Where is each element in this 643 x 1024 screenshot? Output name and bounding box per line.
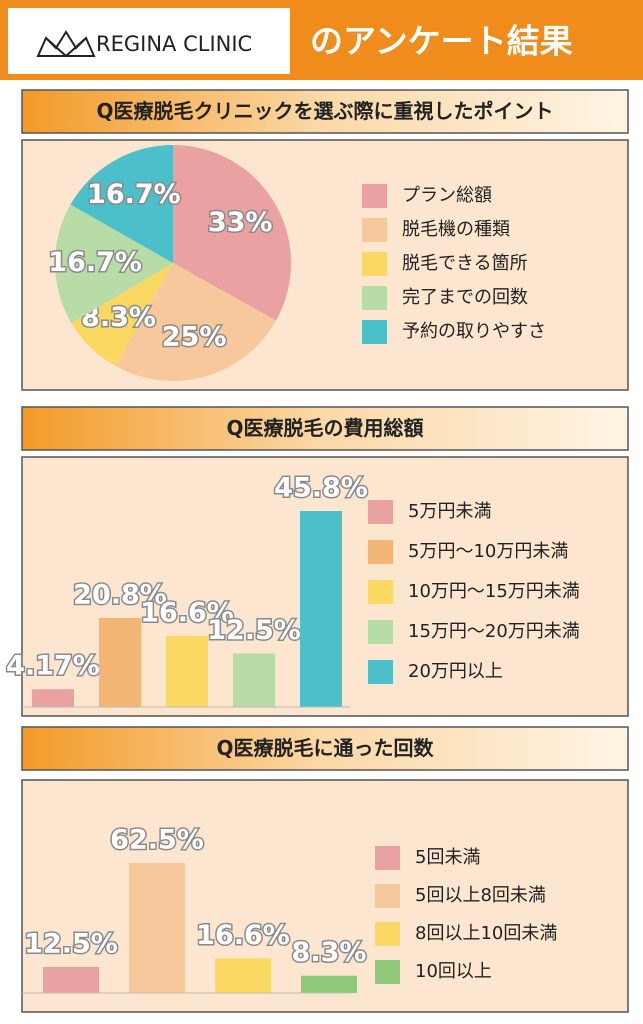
legend-swatch <box>368 540 393 564</box>
value-label: 8.3% <box>292 937 367 968</box>
legend-swatch <box>362 252 387 276</box>
value-label: 62.5% <box>110 825 204 856</box>
pie-slice <box>115 263 277 381</box>
value-label: 16.6% <box>140 597 234 628</box>
legend-swatch <box>362 184 387 208</box>
legend-swatch <box>362 286 387 310</box>
value-label: 12.5% <box>24 929 118 960</box>
pie-slice <box>70 145 173 263</box>
legend-label: 10回以上 <box>415 961 492 982</box>
legend-label: 脱毛機の種類 <box>402 219 510 240</box>
value-label: 45.8% <box>274 473 368 504</box>
panel <box>21 779 629 1013</box>
legend-swatch <box>368 620 393 644</box>
value-label: 4.17% <box>6 651 100 682</box>
legend-label: 10万円〜15万円未満 <box>408 581 580 602</box>
legend-swatch <box>375 922 400 946</box>
legend-label: 5回未満 <box>415 847 480 868</box>
value-label: 16.7% <box>87 179 181 210</box>
legend-label: 15万円〜20万円未満 <box>408 621 580 642</box>
bar <box>99 617 141 707</box>
title-bar <box>21 89 629 134</box>
legend-swatch <box>362 218 387 242</box>
panel-title: Q医療脱毛クリニックを選ぶ際に重視したポイント <box>96 99 553 123</box>
bar <box>215 958 271 993</box>
bar <box>300 511 342 707</box>
legend-swatch <box>368 580 393 604</box>
value-label: 16.7% <box>48 247 142 278</box>
panel-title: Q医療脱毛の費用総額 <box>226 416 423 440</box>
value-label: 16.6% <box>196 920 290 951</box>
bar <box>32 689 74 707</box>
legend-label: プラン総額 <box>402 185 492 206</box>
value-label: 20.8% <box>73 579 167 610</box>
bar <box>43 967 99 993</box>
legend-swatch <box>375 960 400 984</box>
value-label: 25% <box>162 321 227 352</box>
bar <box>233 653 275 707</box>
legend-label: 20万円以上 <box>408 661 503 682</box>
legend-label: 予約の取りやすさ <box>402 321 546 342</box>
legend-label: 完了までの回数 <box>402 287 528 308</box>
legend-label: 5回以上8回未満 <box>415 885 546 906</box>
legend-swatch <box>375 884 400 908</box>
legend-label: 8回以上10回未満 <box>415 923 557 944</box>
legend-swatch <box>368 660 393 684</box>
logo-icon <box>36 30 96 58</box>
bar <box>166 635 208 707</box>
bar <box>129 863 185 993</box>
pie-slice <box>54 204 174 324</box>
legend-swatch <box>368 500 393 524</box>
title-bar <box>21 726 629 771</box>
legend-swatch <box>362 320 387 344</box>
logo-box <box>8 8 290 74</box>
bar <box>301 975 357 993</box>
legend-swatch <box>375 846 400 870</box>
panel-title: Q医療脱毛に通った回数 <box>216 736 434 760</box>
value-label: 12.5% <box>207 615 301 646</box>
pie-slice <box>173 145 291 321</box>
title-bar <box>21 406 629 451</box>
legend-label: 5万円〜10万円未満 <box>408 541 568 562</box>
legend-label: 5万円未満 <box>408 501 491 522</box>
header-title: のアンケート結果 <box>310 22 573 61</box>
value-label: 33% <box>208 207 273 238</box>
logo-text: REGINA CLINIC <box>96 32 252 56</box>
legend-label: 脱毛できる箇所 <box>402 253 528 274</box>
pie-slice <box>71 263 173 366</box>
